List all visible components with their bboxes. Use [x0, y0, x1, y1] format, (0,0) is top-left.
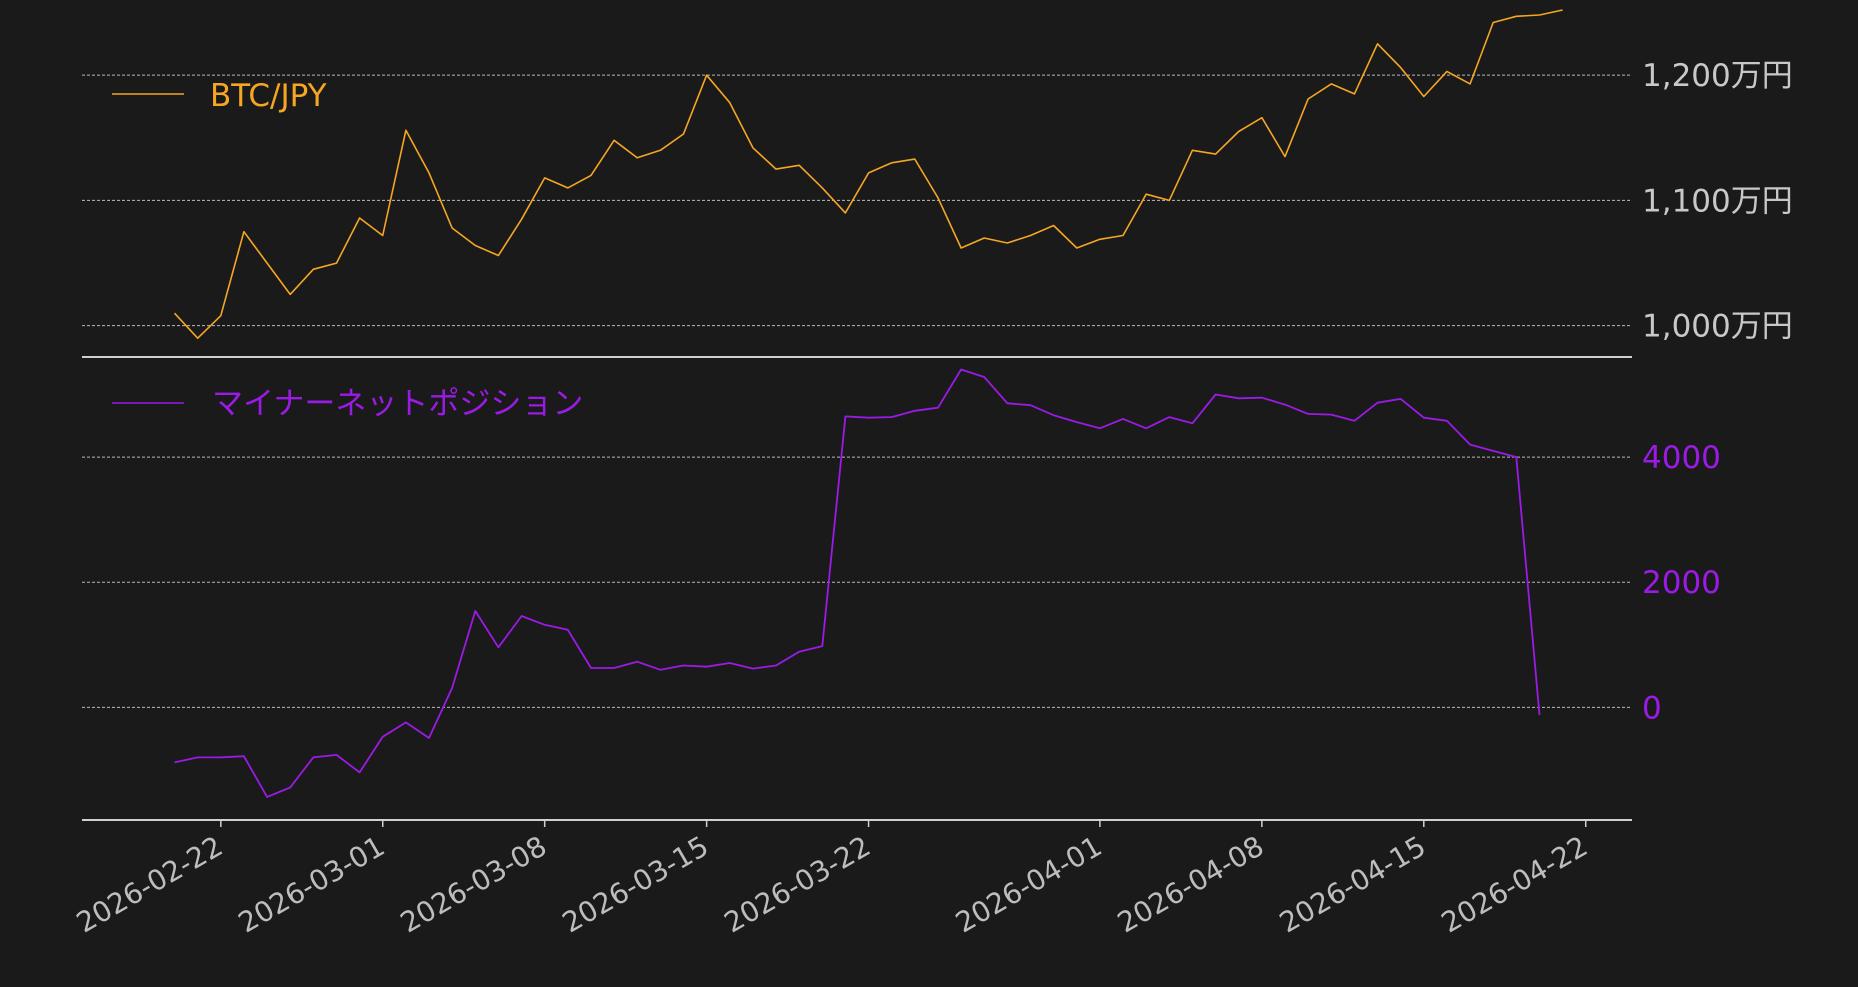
position-panel: 0 2000 4000 マイナーネットポジション: [82, 368, 1721, 798]
position-y-tick-label: 4000: [1642, 440, 1721, 476]
price-panel: 1,000万円 1,100万円 1,200万円 BTC/JPY: [82, 9, 1793, 345]
price-gridlines: [82, 74, 1632, 327]
position-y-axis: 0 2000 4000: [1642, 440, 1721, 726]
btc-jpy-series-line: [173, 9, 1563, 339]
position-y-tick-label: 0: [1642, 690, 1662, 726]
price-y-tick-label: 1,000万円: [1642, 309, 1793, 345]
miner-net-position-series-line: [174, 368, 1541, 798]
position-gridlines: [82, 456, 1632, 708]
position-y-tick-label: 2000: [1642, 565, 1721, 601]
price-legend-label: BTC/JPY: [210, 78, 327, 114]
price-y-tick-label: 1,100万円: [1642, 183, 1793, 219]
position-legend-label: マイナーネットポジション: [212, 386, 583, 422]
price-y-axis: 1,000万円 1,100万円 1,200万円: [1642, 58, 1793, 345]
price-y-tick-label: 1,200万円: [1642, 58, 1793, 94]
